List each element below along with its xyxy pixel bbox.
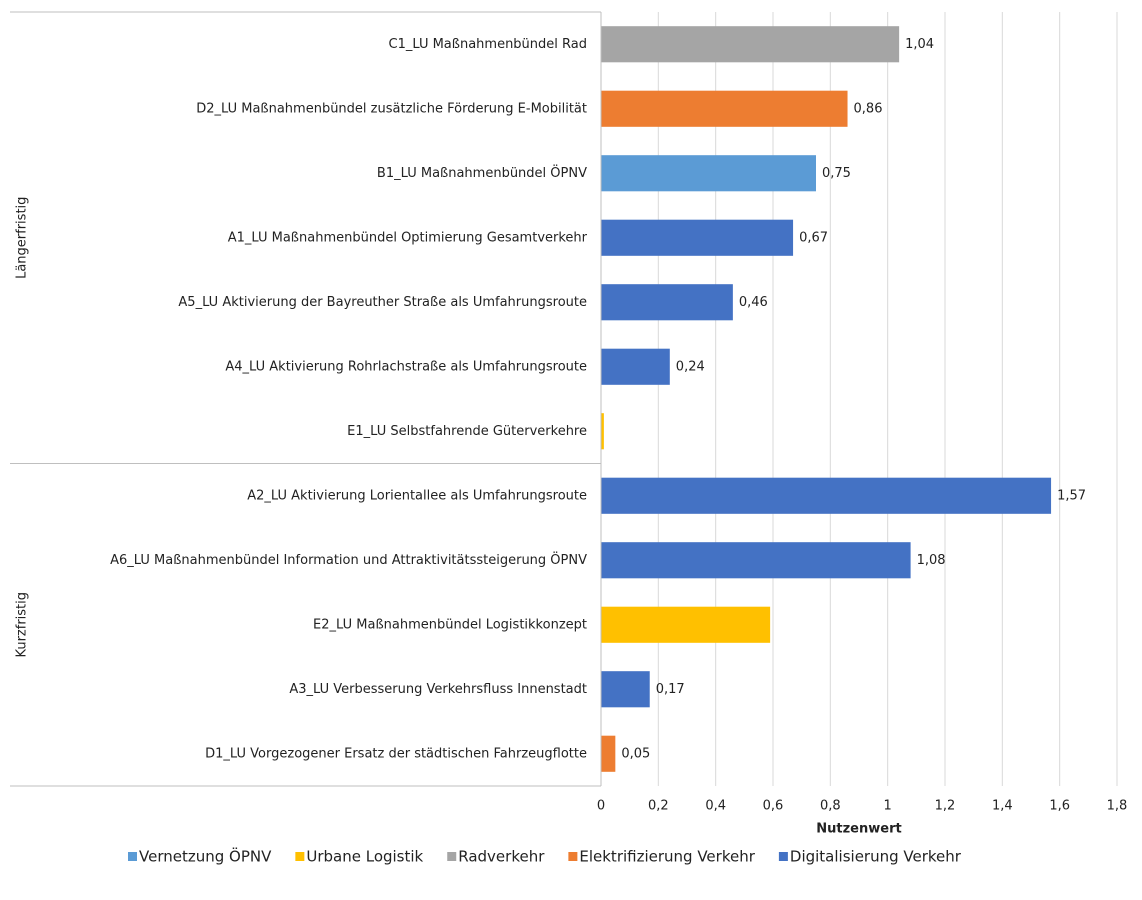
y-tick-label: D2_LU Maßnahmenbündel zusätzliche Förder… <box>196 101 587 116</box>
value-label: 0,67 <box>799 230 828 245</box>
value-label: 1,04 <box>905 37 934 52</box>
value-label: 0,05 <box>621 746 650 761</box>
bar <box>601 606 771 643</box>
legend-swatch <box>568 852 578 861</box>
value-label: 1,57 <box>1057 488 1086 503</box>
bar <box>601 219 794 256</box>
legend-swatch <box>447 852 457 861</box>
value-label: 0,24 <box>676 359 705 374</box>
x-tick-label: 0,8 <box>820 799 841 814</box>
y-tick-label: A2_LU Aktivierung Lorientallee als Umfah… <box>247 488 587 503</box>
x-tick-label: 0 <box>597 799 605 814</box>
y-tick-label: D1_LU Vorgezogener Ersatz der städtische… <box>205 746 587 761</box>
y-tick-label: C1_LU Maßnahmenbündel Rad <box>389 37 588 52</box>
y-tick-label: A1_LU Maßnahmenbündel Optimierung Gesamt… <box>228 230 588 245</box>
x-tick-label: 1 <box>884 799 892 814</box>
legend-swatch <box>778 852 788 861</box>
bar <box>601 735 616 772</box>
y-tick-label: A6_LU Maßnahmenbündel Information und At… <box>110 551 587 568</box>
y-tick-label: A3_LU Verbesserung Verkehrsfluss Innenst… <box>289 682 587 697</box>
legend-label: Vernetzung ÖPNV <box>139 847 272 866</box>
legend-label: Radverkehr <box>458 848 545 866</box>
y-tick-label: E1_LU Selbstfahrende Güterverkehre <box>347 424 587 439</box>
x-tick-label: 1,6 <box>1049 799 1070 814</box>
legend-swatch <box>295 852 305 861</box>
legend-swatch <box>128 852 137 861</box>
legend-label: Elektrifizierung Verkehr <box>579 848 755 866</box>
value-label: 0,86 <box>854 101 883 116</box>
x-tick-label: 0,4 <box>705 799 726 814</box>
value-label: 0,46 <box>739 295 768 310</box>
legend-label: Digitalisierung Verkehr <box>790 848 962 866</box>
bar <box>601 90 848 127</box>
bar <box>601 284 733 321</box>
x-axis-label: Nutzenwert <box>816 822 901 837</box>
y-tick-label: B1_LU Maßnahmenbündel ÖPNV <box>377 164 587 181</box>
y-tick-label: A4_LU Aktivierung Rohrlachstraße als Umf… <box>225 359 587 374</box>
y-tick-label: E2_LU Maßnahmenbündel Logistikkonzept <box>313 617 587 632</box>
value-label: 0,17 <box>656 682 685 697</box>
x-tick-label: 0,6 <box>763 799 784 814</box>
y-tick-label: A5_LU Aktivierung der Bayreuther Straße … <box>178 295 587 310</box>
value-label: 1,08 <box>917 553 946 568</box>
bar <box>601 542 911 579</box>
bar <box>601 413 604 450</box>
x-tick-label: 1,8 <box>1107 799 1128 814</box>
bar <box>601 155 816 192</box>
bar <box>601 671 650 708</box>
x-tick-label: 1,2 <box>935 799 956 814</box>
bar <box>601 348 670 385</box>
x-tick-label: 1,4 <box>992 799 1013 814</box>
group-label: Kurzfristig <box>15 592 30 658</box>
legend-label: Urbane Logistik <box>306 848 423 866</box>
bar <box>601 477 1052 514</box>
value-label: 0,75 <box>822 166 851 181</box>
bar <box>601 26 900 63</box>
group-label: Längerfristig <box>15 197 30 279</box>
x-tick-label: 0,2 <box>648 799 669 814</box>
